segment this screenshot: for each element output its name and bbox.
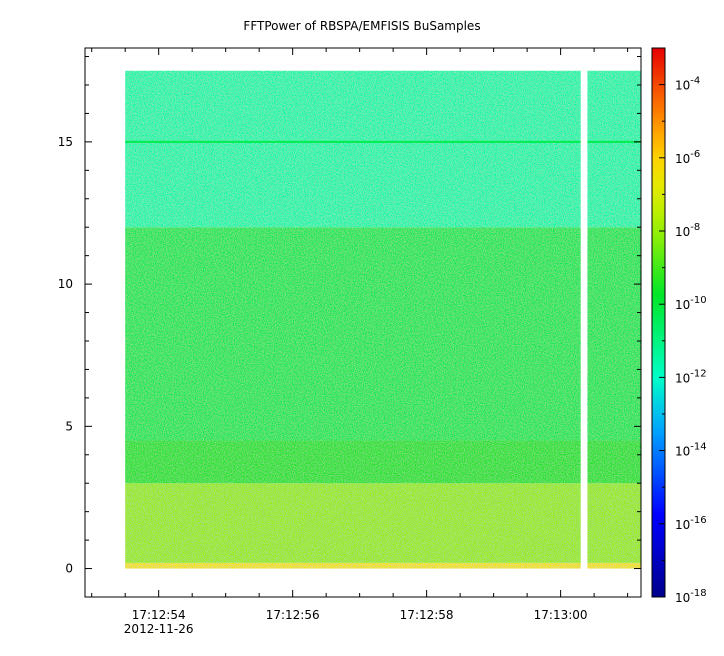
spectrogram-band <box>125 227 641 441</box>
spectral-line <box>125 140 641 143</box>
spectrogram-band <box>125 562 641 569</box>
plot-frame <box>84 47 642 598</box>
colorbar-tick-label: 10-18 <box>675 588 707 605</box>
colorbar: 10-18 10-16 10-14 10-12 10-10 10-8 10-6 10-4 <box>651 47 707 605</box>
colorbar-tick-label: 10-4 <box>675 76 700 93</box>
x-tick-label: 17:12:56 <box>266 608 320 622</box>
colorbar-tick-label: 10-8 <box>675 222 700 239</box>
y-tick-label: 5 <box>65 419 73 433</box>
colorbar-gradient <box>651 47 666 598</box>
x-tick-label: 17:13:00 <box>534 608 588 622</box>
y-tick-label: 10 <box>58 277 73 291</box>
x-tick-label: 17:12:54 <box>132 608 186 622</box>
spectrogram-band <box>125 70 641 228</box>
x-tick-label: 17:12:58 <box>400 608 454 622</box>
colorbar-tick-label: 10-6 <box>675 149 700 166</box>
y-axis: 0 5 10 15 <box>58 56 641 576</box>
plot-area <box>125 69 641 570</box>
spectrogram-band <box>125 483 641 563</box>
x-tick-sublabel: 2012-11-26 <box>124 622 194 636</box>
y-tick-label: 0 <box>65 562 73 576</box>
colorbar-tick-label: 10-16 <box>675 515 707 532</box>
spectrogram-band <box>125 440 641 484</box>
colorbar-tick-label: 10-14 <box>675 442 707 459</box>
y-tick-label: 15 <box>58 135 73 149</box>
colorbar-tick-label: 10-10 <box>675 295 707 312</box>
data-gap <box>580 69 588 570</box>
chart-title: FFTPower of RBSPA/EMFISIS BuSamples <box>243 19 480 33</box>
colorbar-tick-label: 10-12 <box>675 368 707 385</box>
